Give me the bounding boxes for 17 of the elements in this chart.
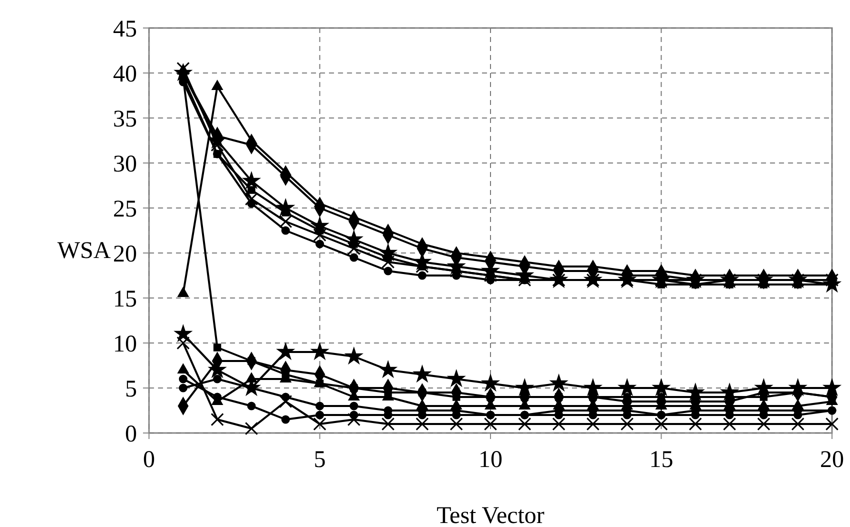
y-tick-label: 30 (113, 151, 137, 178)
x-tick-label: 0 (143, 447, 155, 473)
y-tick-label: 20 (113, 241, 137, 268)
x-tick-label: 5 (314, 447, 326, 473)
y-tick-label: 5 (125, 376, 137, 402)
x-tick-label: 15 (649, 447, 674, 473)
y-axis-title: WSA (57, 238, 112, 264)
y-tick-label: 25 (113, 196, 137, 222)
x-tick-label: 10 (478, 447, 502, 473)
y-tick-label: 45 (113, 16, 137, 42)
x-tick-label: 20 (820, 447, 844, 473)
y-tick-label: 15 (113, 286, 137, 312)
x-axis-title: Test Vector (436, 503, 544, 527)
y-tick-label: 0 (125, 421, 137, 448)
y-tick-label: 35 (113, 106, 137, 132)
y-tick-label: 40 (113, 61, 137, 88)
y-tick-label: 10 (113, 331, 137, 358)
